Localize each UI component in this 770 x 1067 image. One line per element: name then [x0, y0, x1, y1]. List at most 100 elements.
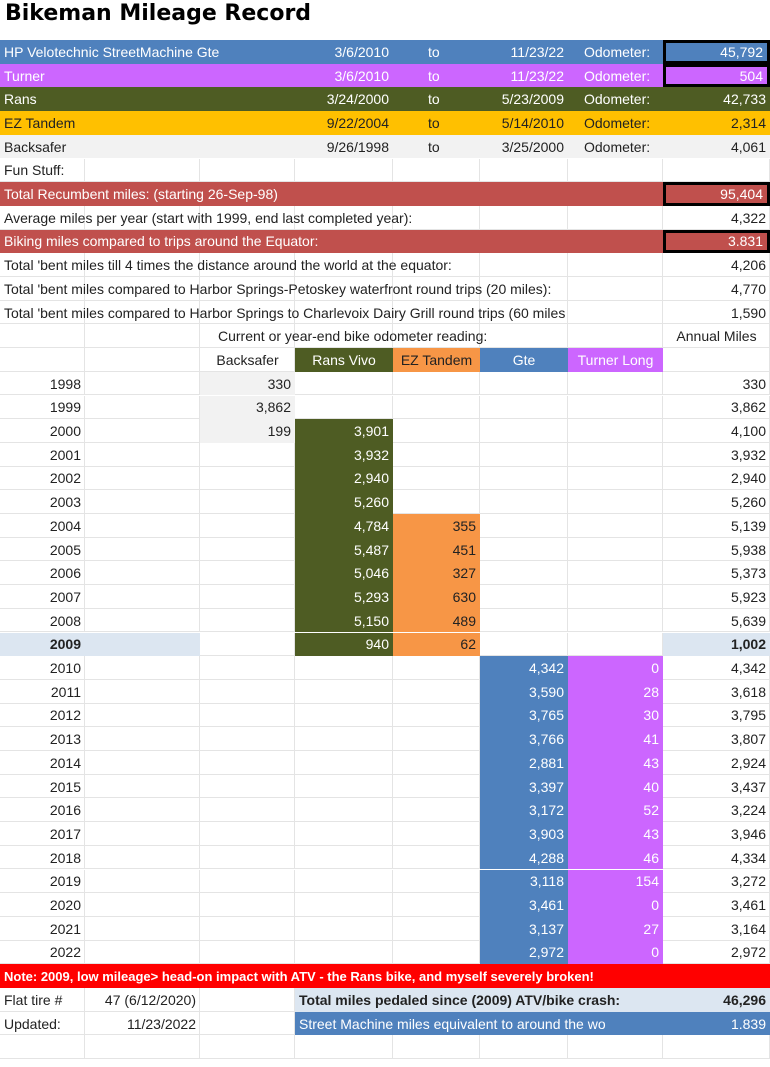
rans-mileage-cell	[295, 751, 393, 775]
annual-miles-cell: 5,260	[730, 494, 766, 511]
grid-cell	[295, 774, 393, 799]
stat-label: Total 'bent miles till 4 times the dista…	[4, 257, 452, 274]
bike-row-background	[0, 63, 770, 88]
tandem-mileage-cell	[393, 727, 480, 751]
rans-mileage-cell	[295, 372, 393, 396]
bike-start-date: 9/22/2004	[326, 114, 389, 131]
backsafer-mileage-cell	[200, 846, 295, 870]
grid-cell	[0, 490, 85, 514]
grid-cell	[85, 466, 200, 491]
grid-cell	[200, 561, 295, 586]
bike-end-date: 5/23/2009	[501, 91, 564, 108]
bike-date-to: to	[428, 114, 440, 131]
backsafer-mileage-cell	[200, 775, 295, 799]
annual-miles-cell: 5,373	[730, 565, 766, 582]
stat-value: 95,404	[663, 182, 770, 206]
backsafer-mileage-cell	[200, 490, 295, 514]
grid-cell	[480, 585, 568, 609]
grid-cell	[200, 466, 295, 491]
gte-mileage-cell: 3,903	[480, 822, 568, 846]
grid-cell	[85, 988, 200, 1012]
tandem-mileage-cell	[393, 396, 480, 420]
year-cell: 1999	[49, 399, 81, 416]
stat-label: Total Recumbent miles: (starting 26-Sep-…	[4, 186, 278, 203]
grid-cell	[295, 395, 393, 420]
grid-cell	[85, 561, 200, 586]
tandem-mileage-cell	[393, 680, 480, 704]
year-cell: 2008	[49, 612, 81, 629]
stat-label: Total 'bent miles compared to Harbor Spr…	[4, 280, 552, 297]
grid-cell	[480, 253, 568, 277]
grid-cell	[480, 395, 568, 420]
tandem-mileage-cell	[393, 490, 480, 514]
grid-cell	[480, 205, 568, 230]
annual-miles-cell: 330	[742, 375, 766, 392]
grid-cell	[295, 324, 393, 349]
grid-cell	[480, 514, 568, 538]
turner-mileage-cell	[568, 538, 663, 562]
gte-mileage-cell: 2,972	[480, 940, 568, 965]
rans-mileage-cell: 5,046	[295, 561, 393, 586]
turner-mileage-cell	[568, 467, 663, 491]
grid-cell	[393, 277, 480, 301]
grid-cell	[480, 632, 568, 657]
grid-cell	[200, 348, 295, 372]
grid-cell	[0, 608, 85, 633]
annual-miles-cell: 1,002	[730, 636, 766, 653]
annual-miles-cell: 5,923	[730, 588, 766, 605]
grid-cell	[85, 656, 200, 680]
grid-cell	[568, 585, 663, 609]
rans-mileage-cell: 2,940	[295, 466, 393, 491]
backsafer-mileage-cell	[200, 870, 295, 894]
bike-name: EZ Tandem	[4, 114, 76, 131]
grid-cell	[295, 798, 393, 823]
grid-cell	[0, 442, 85, 467]
stat-label: Biking miles compared to trips around th…	[4, 233, 319, 250]
grid-cell	[0, 300, 85, 325]
bike-odometer-label: Odometer:	[584, 67, 651, 84]
bike-row-background	[0, 134, 770, 159]
bike-name: Rans	[4, 91, 37, 108]
turner-mileage-cell	[568, 443, 663, 467]
grid-cell	[0, 1035, 85, 1060]
year-cell: 2003	[49, 494, 81, 511]
column-header-gte: Gte	[480, 348, 568, 372]
stat-label: Average miles per year (start with 1999,…	[4, 209, 413, 226]
tandem-mileage-cell	[393, 870, 480, 894]
year-cell: 2014	[49, 754, 81, 771]
grid-cell	[200, 703, 295, 728]
gte-mileage-cell	[480, 443, 568, 467]
annual-miles-cell: 4,342	[730, 660, 766, 677]
gte-mileage-cell: 3,118	[480, 869, 568, 894]
grid-cell	[200, 869, 295, 894]
grid-cell	[200, 514, 295, 538]
grid-cell	[568, 324, 663, 349]
bike-start-date: 9/26/1998	[326, 138, 389, 155]
rans-mileage-cell	[295, 870, 393, 894]
grid-cell	[295, 916, 393, 941]
tandem-mileage-cell	[393, 846, 480, 870]
bike-end-date: 11/23/22	[510, 67, 564, 84]
gte-mileage-cell	[480, 585, 568, 609]
grid-cell	[85, 585, 200, 609]
year-cell: 2016	[49, 802, 81, 819]
tandem-mileage-cell	[393, 467, 480, 491]
grid-cell	[200, 277, 295, 301]
grid-cell	[295, 727, 393, 751]
annual-miles-cell: 3,224	[730, 802, 766, 819]
grid-cell	[568, 466, 663, 491]
gte-mileage-cell: 3,397	[480, 774, 568, 799]
grid-cell	[393, 300, 480, 325]
grid-cell	[480, 490, 568, 514]
grid-cell	[295, 205, 393, 230]
grid-cell	[295, 300, 393, 325]
annual-miles-heading: Annual Miles	[676, 328, 757, 345]
grid-cell	[85, 371, 200, 396]
turner-mileage-cell: 27	[568, 916, 663, 941]
grid-cell	[200, 988, 295, 1012]
turner-mileage-cell: 43	[568, 822, 663, 846]
grid-cell	[295, 869, 393, 894]
turner-mileage-cell: 40	[568, 774, 663, 799]
annual-miles-cell: 2,972	[730, 944, 766, 961]
backsafer-mileage-cell	[200, 443, 295, 467]
